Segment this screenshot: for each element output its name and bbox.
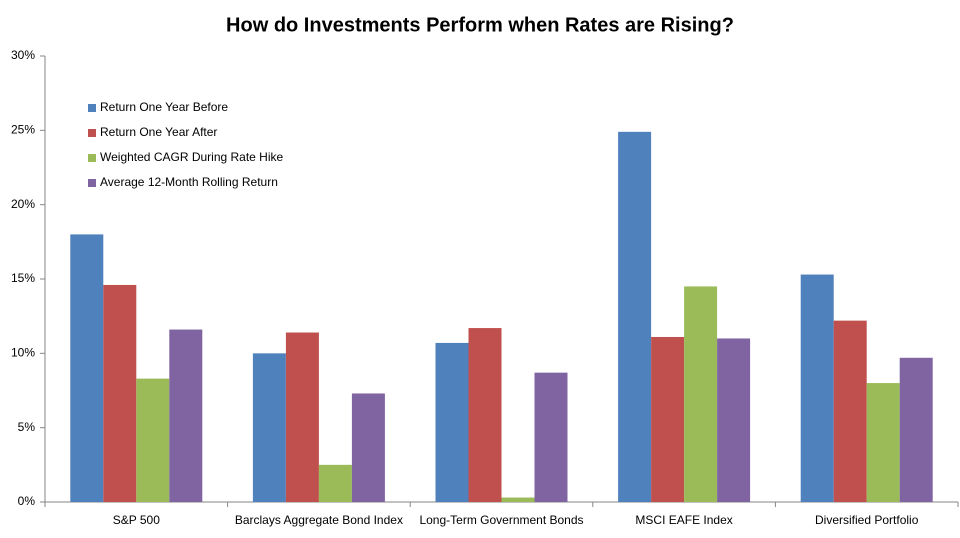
legend-label: Return One Year Before <box>100 100 228 114</box>
bar <box>866 383 900 502</box>
legend-swatch <box>88 129 96 137</box>
y-tick-label: 25% <box>11 123 35 137</box>
bar <box>833 320 867 502</box>
bar <box>169 329 203 502</box>
bar <box>899 357 933 502</box>
bar <box>318 464 352 502</box>
bar <box>651 336 685 502</box>
bar <box>800 274 834 502</box>
bar <box>70 234 104 502</box>
chart-title: How do Investments Perform when Rates ar… <box>226 14 734 36</box>
y-tick-label: 15% <box>11 271 35 285</box>
bar <box>252 353 286 502</box>
bar <box>618 131 652 502</box>
y-tick-label: 0% <box>18 494 36 508</box>
bar <box>435 342 469 502</box>
bar <box>717 338 751 502</box>
legend-label: Average 12-Month Rolling Return <box>100 175 278 189</box>
legend-swatch <box>88 104 96 112</box>
bar <box>501 497 535 502</box>
bar <box>684 286 718 502</box>
y-tick-label: 30% <box>11 48 35 62</box>
y-tick-label: 10% <box>11 346 35 360</box>
legend-swatch <box>88 179 96 187</box>
x-tick-label: Barclays Aggregate Bond Index <box>235 513 403 527</box>
x-tick-label: Long-Term Government Bonds <box>419 513 583 527</box>
y-tick-label: 5% <box>18 420 36 434</box>
x-tick-label: MSCI EAFE Index <box>635 513 732 527</box>
bar <box>285 332 319 502</box>
bar <box>534 372 568 502</box>
bar <box>103 284 137 502</box>
legend-swatch <box>88 154 96 162</box>
bar <box>468 328 502 502</box>
legend-label: Return One Year After <box>100 125 217 139</box>
legend-label: Weighted CAGR During Rate Hike <box>100 150 284 164</box>
bar <box>136 378 170 502</box>
x-tick-label: S&P 500 <box>113 513 160 527</box>
x-tick-label: Diversified Portfolio <box>815 513 919 527</box>
bar <box>351 393 385 502</box>
y-tick-label: 20% <box>11 197 35 211</box>
